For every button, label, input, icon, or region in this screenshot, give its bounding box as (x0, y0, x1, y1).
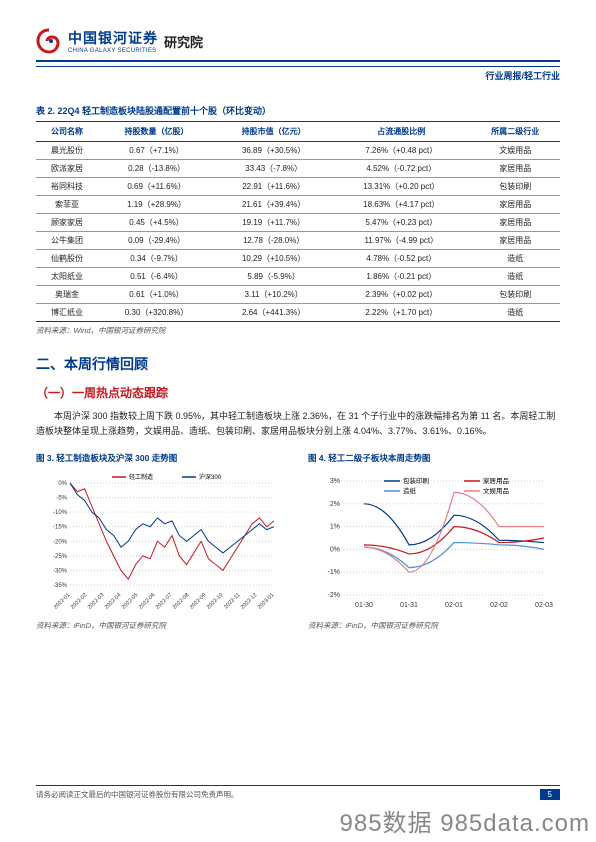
table-header: 持股数量（亿股） (98, 122, 215, 142)
svg-text:文娱用品: 文娱用品 (483, 486, 509, 495)
svg-text:2022-02: 2022-02 (70, 592, 89, 611)
page-number: 5 (540, 789, 560, 800)
watermark: 985数据 985data.com (340, 803, 590, 838)
svg-text:-5%: -5% (56, 495, 67, 501)
svg-text:-25%: -25% (53, 553, 68, 559)
chart1-source: 资料来源：iFinD，中国银河证券研究院 (36, 620, 288, 631)
svg-text:包装印刷: 包装印刷 (403, 476, 429, 485)
svg-text:02-02: 02-02 (490, 602, 508, 609)
svg-text:3%: 3% (330, 478, 340, 485)
chart2-source: 资料来源：iFinD，中国银河证券研究院 (308, 620, 560, 631)
section-heading: 二、本周行情回顾 (36, 354, 560, 374)
svg-text:造纸: 造纸 (403, 486, 417, 495)
chart1-title: 图 3. 轻工制造板块及沪深 300 走势图 (36, 452, 288, 464)
svg-text:2022-01: 2022-01 (53, 592, 72, 611)
svg-text:2022-05: 2022-05 (121, 592, 140, 611)
table-row: 奥瑞金0.61（+1.0%）3.11（+10.2%）2.39%（+0.02 pc… (36, 286, 560, 304)
svg-text:2023-01: 2023-01 (257, 592, 276, 611)
page-header: 中国银河证券 CHINA GALAXY SECURITIES 研究院 (36, 28, 560, 62)
svg-text:2022-11: 2022-11 (223, 592, 241, 610)
table-row: 顾家家居0.45（+4.5%）19.19（+11.7%）5.47%（+0.23 … (36, 214, 560, 232)
table-title: 表 2. 22Q4 轻工制造板块陆股通配置前十个股（环比变动） (36, 104, 560, 117)
table-row: 仙鹤股份0.34（-9.7%）10.29（+10.5%）4.78%（-0.52 … (36, 250, 560, 268)
svg-text:沪深300: 沪深300 (199, 473, 222, 481)
svg-text:-10%: -10% (53, 510, 68, 516)
svg-text:2%: 2% (330, 500, 340, 507)
chart2-title: 图 4. 轻工二级子板块本周走势图 (308, 452, 560, 464)
chart2: 3% 2% 1% 0% -1% -2% 包装印刷 家居用品造纸 文娱用品 01-30 01-31… (308, 467, 560, 617)
header-category: 行业周报/轻工行业 (36, 66, 560, 82)
table-row: 公牛集团0.09（-29.4%）12.78（-28.0%）11.97%（-4.9… (36, 232, 560, 250)
svg-text:2022-08: 2022-08 (172, 592, 191, 611)
svg-text:02-01: 02-01 (445, 602, 463, 609)
svg-text:2022-10: 2022-10 (206, 592, 225, 611)
table-row: 太阳纸业0.51（-6.4%）5.89（-5.9%）1.86%（-0.21 pc… (36, 268, 560, 286)
svg-text:轻工制造: 轻工制造 (129, 473, 153, 481)
svg-text:2022-04: 2022-04 (104, 592, 123, 611)
table-row: 博汇纸业0.30（+320.8%）2.64（+441.3%）2.22%（+1.7… (36, 304, 560, 322)
logo-text-cn: 中国银河证券 (68, 28, 158, 48)
table-header: 所属二级行业 (470, 122, 560, 142)
svg-text:2022-07: 2022-07 (155, 592, 174, 611)
svg-text:-30%: -30% (53, 568, 68, 574)
svg-text:2022-03: 2022-03 (87, 592, 106, 611)
table-row: 索菲亚1.19（+28.9%）21.61（+39.4%）18.63%（+4.17… (36, 196, 560, 214)
page-footer: 请务必阅读正文最后的中国银河证券股份有限公司免责声明。 5 (36, 785, 560, 800)
logo-institute: 研究院 (164, 32, 203, 51)
svg-text:家居用品: 家居用品 (483, 476, 509, 485)
svg-text:2022-06: 2022-06 (138, 592, 157, 611)
svg-text:01-30: 01-30 (355, 602, 373, 609)
logo: 中国银河证券 CHINA GALAXY SECURITIES (36, 28, 158, 54)
svg-text:1%: 1% (330, 523, 340, 530)
logo-swirl-icon (36, 28, 62, 54)
chart1: 0%-5%-10%-15%-20%-25%-30%-35% 轻工制造沪深300 … (36, 467, 288, 617)
svg-text:-1%: -1% (328, 569, 340, 576)
svg-text:2022-12: 2022-12 (240, 592, 259, 611)
body-paragraph: 本周沪深 300 指数较上周下跌 0.95%，其中轻工制造板块上涨 2.36%，… (36, 409, 560, 440)
svg-text:2022-09: 2022-09 (189, 592, 208, 611)
svg-text:-35%: -35% (53, 583, 68, 589)
svg-text:02-03: 02-03 (535, 602, 553, 609)
svg-text:-2%: -2% (328, 592, 340, 599)
logo-text-en: CHINA GALAXY SECURITIES (68, 48, 158, 54)
table-source: 资料来源：Wind，中国银河证券研究院 (36, 325, 560, 336)
table-header: 占流通股比例 (332, 122, 470, 142)
svg-text:0%: 0% (330, 546, 340, 553)
table-row: 晨光股份0.67（+7.1%）36.89（+30.5%）7.26%（+0.48 … (36, 142, 560, 160)
svg-text:-20%: -20% (53, 539, 68, 545)
subsection-heading: （一）一周热点动态跟踪 (36, 384, 560, 401)
svg-text:01-31: 01-31 (400, 602, 418, 609)
table-header: 持股市值（亿元） (215, 122, 332, 142)
table-row: 欧派家居0.28（-13.8%）33.43（-7.8%）4.52%（-0.72 … (36, 160, 560, 178)
svg-text:0%: 0% (58, 481, 67, 487)
table-row: 裕同科技0.69（+11.6%）22.91（+11.6%）13.31%（+0.2… (36, 178, 560, 196)
table-header: 公司名称 (36, 122, 98, 142)
holdings-table: 公司名称持股数量（亿股）持股市值（亿元）占流通股比例所属二级行业 晨光股份0.6… (36, 121, 560, 322)
footer-disclaimer: 请务必阅读正文最后的中国银河证券股份有限公司免责声明。 (36, 789, 239, 800)
svg-text:-15%: -15% (53, 524, 68, 530)
